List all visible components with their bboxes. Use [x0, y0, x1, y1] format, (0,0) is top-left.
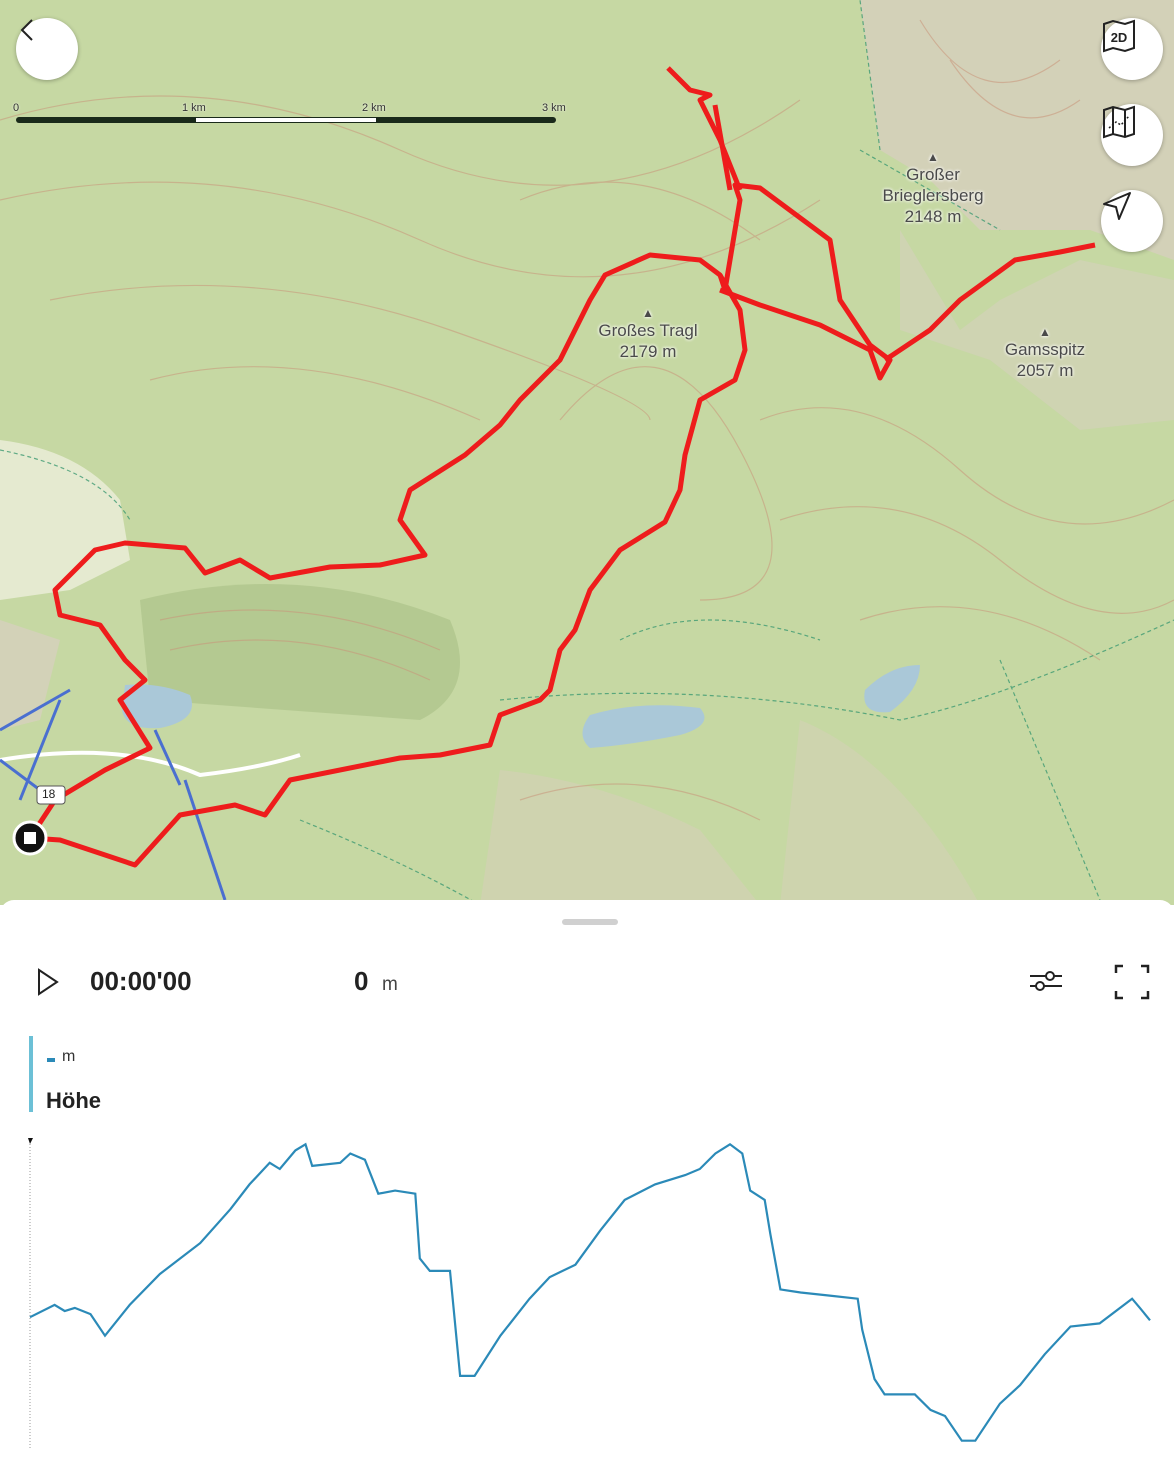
- locate-button[interactable]: [1101, 190, 1163, 252]
- map-layers-button[interactable]: [1101, 104, 1163, 166]
- elevation-series-line: [29, 1142, 1151, 1442]
- peak-grosser-brieglersberg: ▲ Großer Brieglersberg 2148 m: [882, 150, 984, 226]
- scale-label-0: 0: [13, 102, 20, 114]
- play-icon[interactable]: [36, 968, 60, 996]
- back-button[interactable]: [16, 18, 78, 80]
- distance-value: 0: [354, 966, 369, 996]
- peak-icon: ▲: [927, 150, 939, 164]
- back-icon: [20, 19, 33, 41]
- navigation-arrow-icon: [1103, 192, 1131, 220]
- road-label: 18: [42, 787, 56, 801]
- 2d-map-icon: 2D: [1103, 19, 1135, 53]
- peak-grosses-tragl: ▲ Großes Tragl 2179 m: [598, 306, 698, 361]
- filter-settings-icon[interactable]: [1028, 966, 1064, 996]
- chart-title: Höhe: [46, 1088, 101, 1113]
- scale-bar: [16, 117, 556, 123]
- scale-label-3: 3 km: [542, 102, 566, 114]
- legend-swatch: [47, 1058, 55, 1062]
- drag-handle[interactable]: [562, 919, 618, 925]
- fullscreen-icon[interactable]: [1114, 964, 1150, 1000]
- peak-icon: ▲: [642, 306, 654, 320]
- bottom-sheet: 00:00'00 0 m m Höhe: [0, 900, 1174, 1480]
- legend-unit: m: [62, 1048, 76, 1065]
- scale-label-1: 1 km: [182, 102, 206, 114]
- peak-icon: ▲: [1039, 325, 1051, 339]
- topographic-map: [0, 0, 1174, 905]
- distance-unit: m: [382, 974, 398, 995]
- legend-accent-bar: [29, 1036, 33, 1112]
- peak-gamsspitz: ▲ Gamsspitz 2057 m: [1004, 325, 1086, 380]
- scale-label-2: 2 km: [362, 102, 386, 114]
- elevation-chart[interactable]: [0, 1130, 1174, 1460]
- cursor-marker: [28, 1138, 33, 1144]
- svg-text:2D: 2D: [1111, 30, 1128, 45]
- map-view[interactable]: 0 1 km 2 km 3 km 18 ▲ Großer Brieglersber…: [0, 0, 1174, 905]
- 2d-view-button[interactable]: 2D: [1101, 18, 1163, 80]
- elapsed-time: 00:00'00: [90, 966, 192, 996]
- route: [27, 66, 1096, 868]
- map-icon: [1103, 105, 1135, 139]
